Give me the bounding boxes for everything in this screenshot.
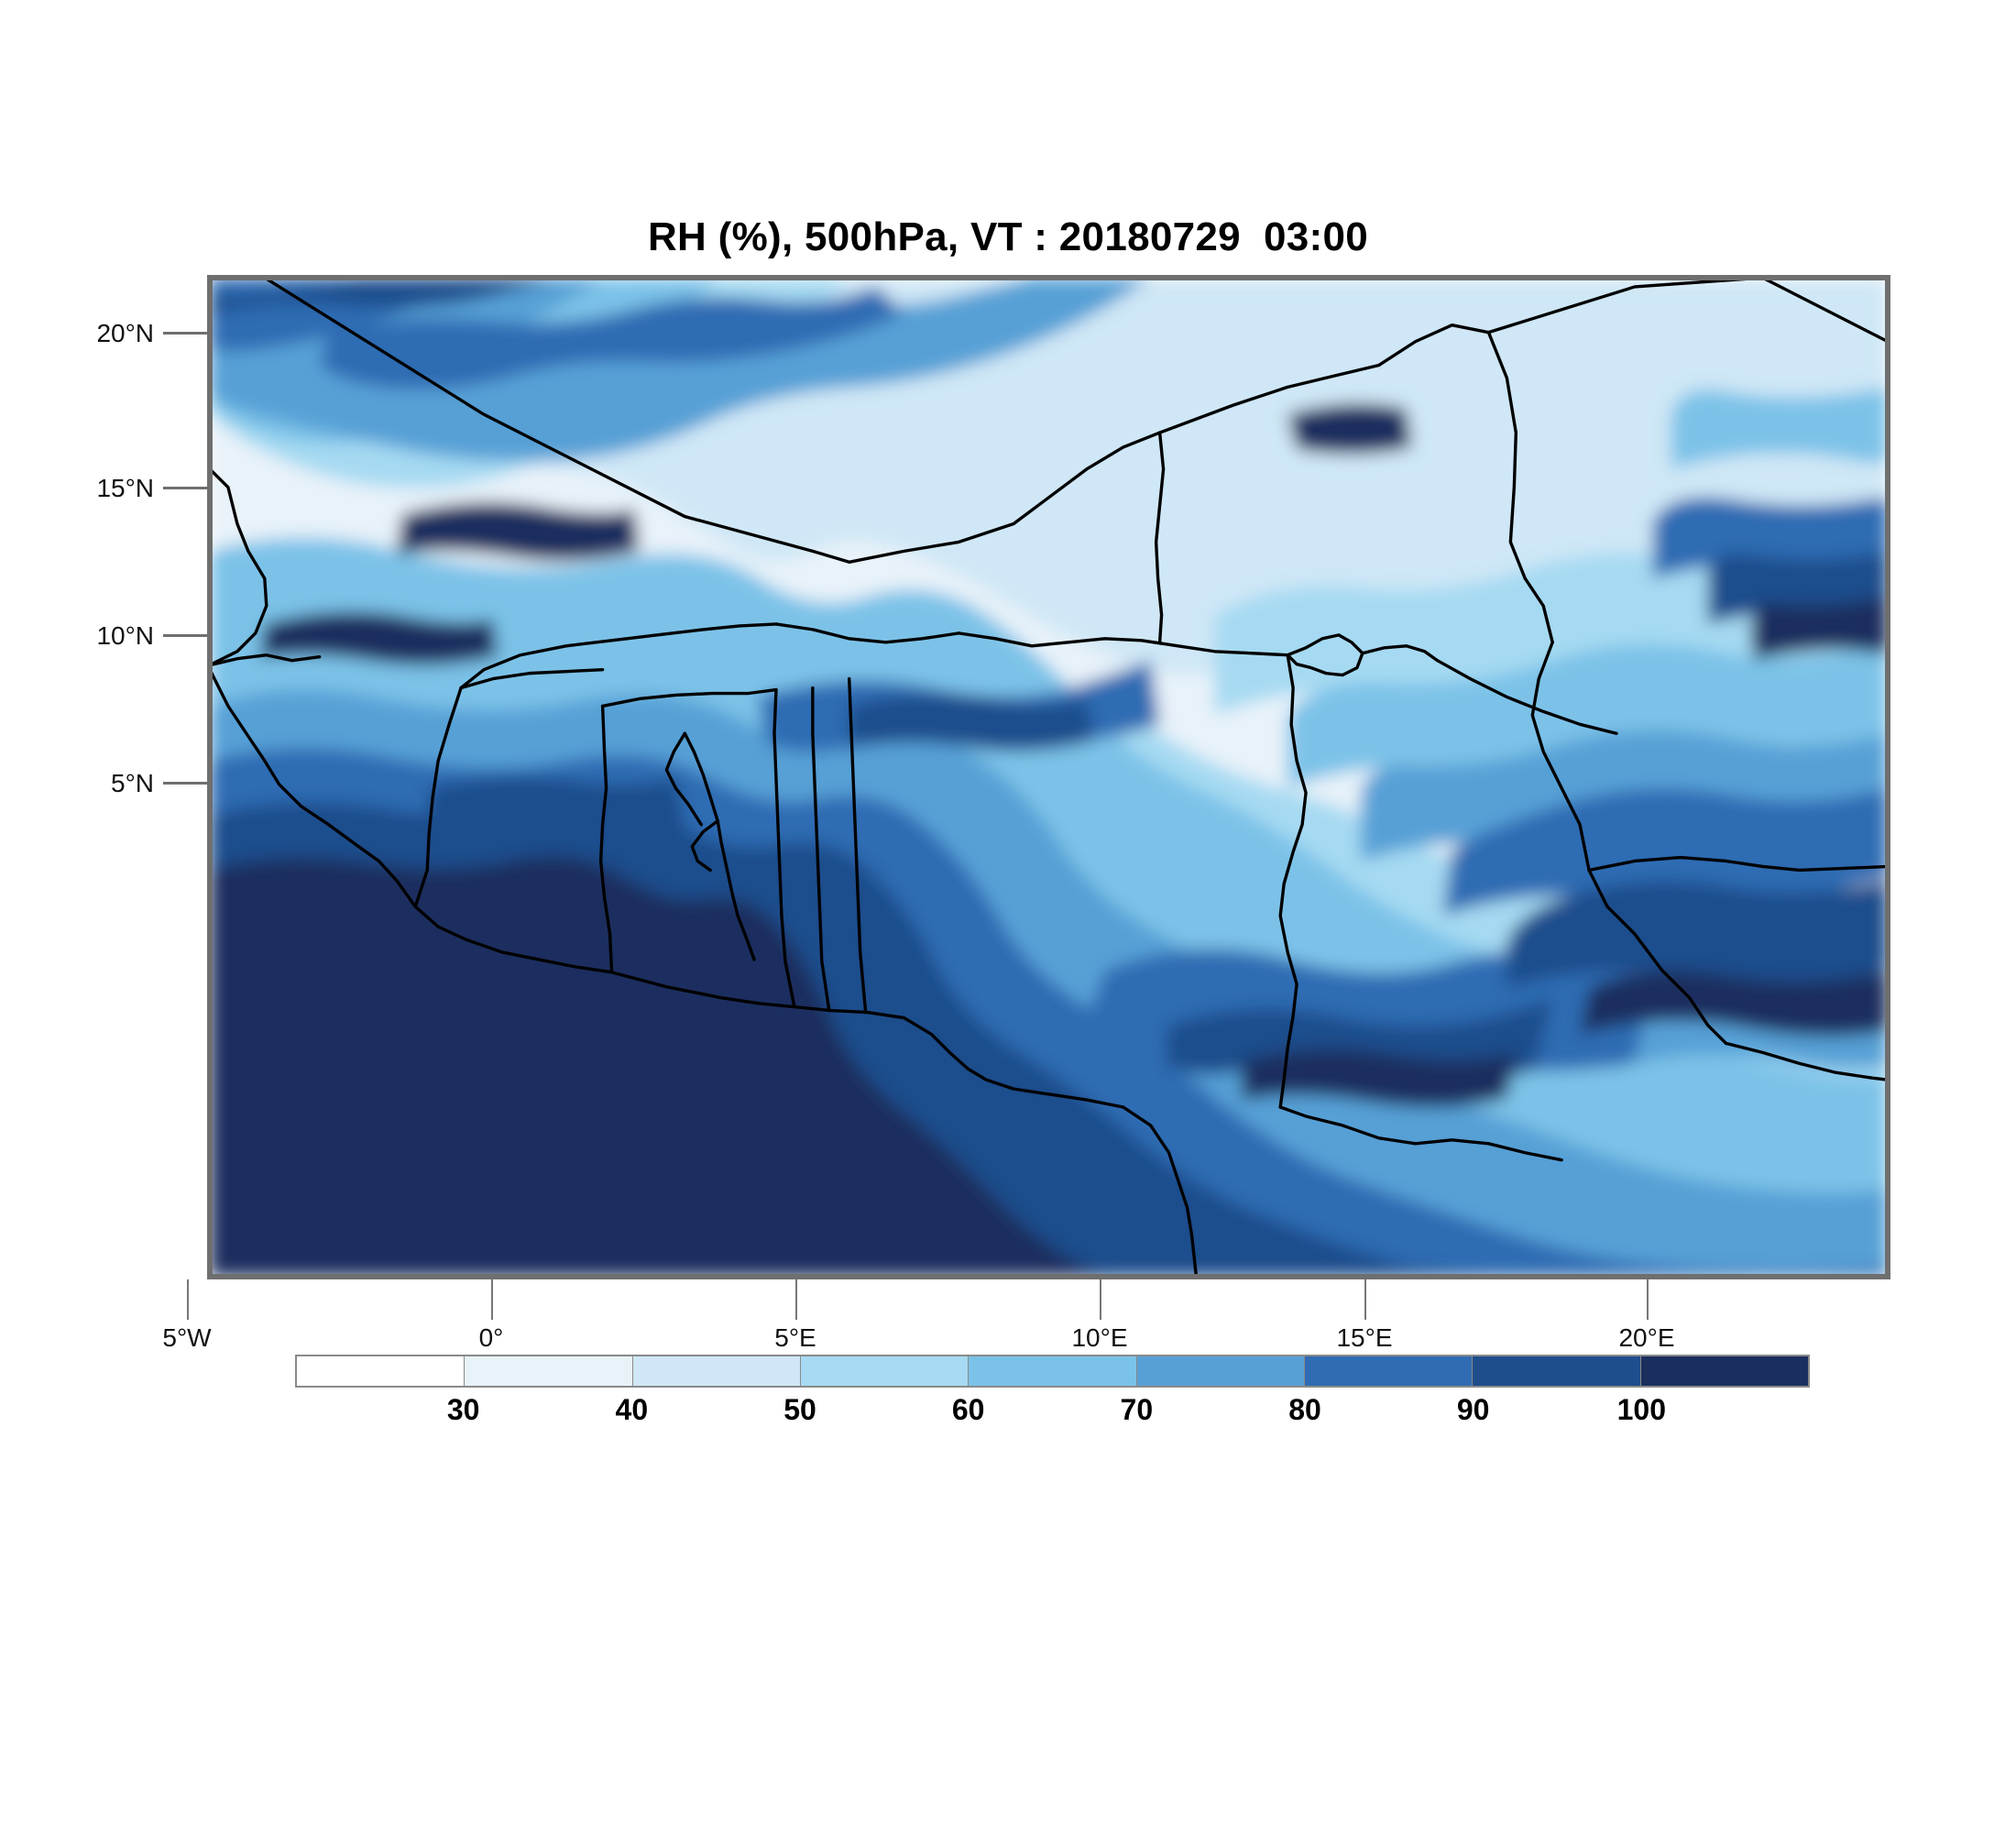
colorbar-tick-30: 30 [446,1393,480,1426]
x-tick-label-0: 0° [478,1323,504,1352]
colorbar-band->100 [1639,1356,1808,1386]
rh-contour-field [210,278,1888,1277]
colorbar [295,1355,1810,1388]
x-tick-label-5W: 5°W [162,1323,212,1352]
y-tick-5N [163,782,207,785]
x-tick-20E [1647,1279,1649,1320]
colorbar-tick-60: 60 [951,1393,985,1426]
x-tick-0 [491,1279,493,1320]
colorbar-tick-50: 50 [783,1393,816,1426]
y-tick-label-20N: 20°N [96,319,154,347]
colorbar-band-70-80 [1135,1356,1304,1386]
y-tick-label-5N: 5°N [111,769,154,797]
colorbar-band-60-70 [968,1356,1136,1386]
x-tick-5E [795,1279,797,1320]
colorbar-tick-80: 80 [1288,1393,1321,1426]
y-tick-15N [163,487,207,489]
colorbar-band-50-60 [799,1356,969,1386]
x-tick-label-20E: 20°E [1618,1323,1675,1352]
y-tick-10N [163,634,207,637]
colorbar-tick-90: 90 [1456,1393,1490,1426]
x-tick-label-10E: 10°E [1071,1323,1128,1352]
x-tick-label-15E: 15°E [1336,1323,1393,1352]
colorbar-tick-40: 40 [615,1393,649,1426]
colorbar-band-30-40 [464,1356,632,1386]
colorbar-band-90-100 [1472,1356,1640,1386]
colorbar-band-40-50 [631,1356,800,1386]
x-tick-15E [1364,1279,1366,1320]
colorbar-band-<30 [297,1356,465,1386]
page-title: RH (%), 500hPa, VT : 20180729 03:00 [647,214,1369,259]
colorbar-band-80-90 [1303,1356,1473,1386]
y-tick-label-15N: 15°N [96,474,154,502]
colorbar-tick-100: 100 [1616,1393,1667,1426]
x-tick-label-5E: 5°E [774,1323,816,1352]
x-tick-10E [1100,1279,1101,1320]
y-tick-20N [163,332,207,335]
map-plot-area [207,275,1890,1279]
y-tick-label-10N: 10°N [96,621,154,650]
colorbar-tick-70: 70 [1120,1393,1154,1426]
x-tick-5W [187,1279,189,1320]
